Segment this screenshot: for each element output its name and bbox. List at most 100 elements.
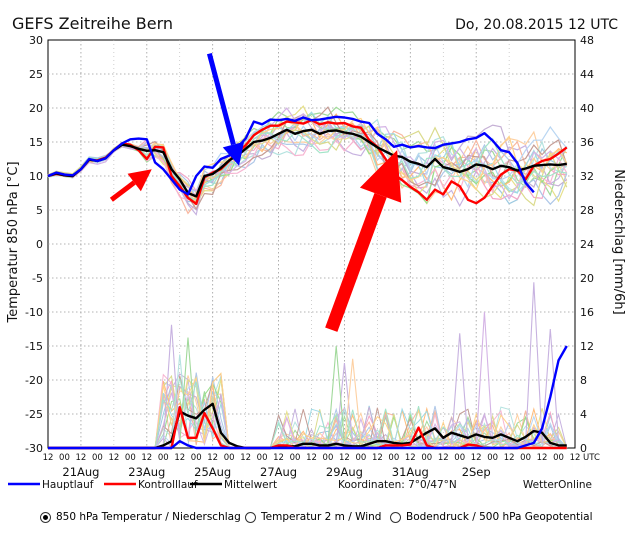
gefs-chart: GEFS Zeitreihe Bern Do, 20.08.2015 12 UT…	[6, 14, 626, 491]
ensemble-precip-spike	[179, 337, 197, 444]
x-hour-label: 12	[207, 453, 218, 463]
radio-temp-2m[interactable]: Temperatur 2 m / Wind	[245, 511, 381, 523]
legend: Hauptlauf Kontrolllauf Mittelwert	[8, 479, 277, 491]
x-date-label: 2Sep	[462, 465, 491, 479]
annotation-arrow-head	[359, 150, 402, 203]
x-hour-label: 12	[504, 453, 515, 463]
annotation-arrow-head	[222, 141, 245, 166]
x-hour-label: 12	[405, 453, 416, 463]
x-hour-label: 00	[290, 453, 301, 463]
x-hour-label: 00	[224, 453, 235, 463]
ensemble-precip-spike	[327, 345, 345, 444]
y-tick-label: 5	[36, 204, 43, 217]
x-hour-label: 12	[372, 453, 383, 463]
x-date-label: 21Aug	[62, 465, 99, 479]
x-date-label: 27Aug	[260, 465, 297, 479]
axis-ticks: 302520151050-5-10-15-20-25-3048444036322…	[25, 34, 600, 479]
y2-axis-label: Niederschlag [mm/6h]	[611, 169, 626, 314]
y2-tick-label: 12	[580, 340, 594, 353]
x-hour-label: 12	[537, 453, 548, 463]
y-tick-label: -10	[25, 306, 43, 319]
legend-label: Mittelwert	[224, 479, 277, 491]
y2-tick-label: 20	[580, 272, 594, 285]
x-hour-label: 00	[59, 453, 70, 463]
x-hour-label: 00	[421, 453, 432, 463]
x-hour-label: 12	[240, 453, 251, 463]
x-hour-label: 12	[76, 453, 87, 463]
x-date-label: 29Aug	[326, 465, 363, 479]
y-axis-label: Temperatur 850 hPa [°C]	[6, 161, 21, 323]
y-tick-label: -30	[25, 442, 43, 455]
x-hour-label: 00	[323, 453, 334, 463]
annotation-arrow-shaft	[206, 52, 236, 146]
y-tick-label: 20	[29, 102, 43, 115]
ensemble-precip-spike	[541, 328, 560, 444]
y2-tick-label: 4	[580, 408, 587, 421]
x-hour-label: 00	[257, 453, 268, 463]
ensemble-precip-spike	[343, 358, 362, 444]
legend-label: Kontrolllauf	[138, 479, 198, 491]
annotation-arrow-shaft	[109, 180, 136, 202]
legend-label: Hauptlauf	[42, 479, 94, 491]
x-hour-label: 00	[125, 453, 136, 463]
brand-text: WetterOnline	[523, 479, 592, 491]
chart-type-selector: 850 hPa Temperatur / Niederschlag Temper…	[0, 505, 630, 533]
x-hour-label: 12	[174, 453, 185, 463]
x-hour-label: 00	[487, 453, 498, 463]
annotation-arrow-shaft	[325, 192, 387, 332]
coords-text: Koordinaten: 7°0/47°N	[338, 479, 457, 491]
y2-tick-label: 8	[580, 374, 587, 387]
y2-tick-label: 24	[580, 238, 594, 251]
x-hour-label: 12	[306, 453, 317, 463]
x-date-label: 23Aug	[128, 465, 165, 479]
radio-empty-icon[interactable]	[390, 511, 401, 523]
y-tick-label: -5	[32, 272, 43, 285]
x-hour-label: 12	[141, 453, 152, 463]
radio-850hpa[interactable]: 850 hPa Temperatur / Niederschlag	[40, 511, 241, 523]
y2-tick-label: 32	[580, 170, 594, 183]
x-hour-label: 00	[355, 453, 366, 463]
chart-title: GEFS Zeitreihe Bern	[12, 14, 173, 33]
y-tick-label: -20	[25, 374, 43, 387]
y-tick-label: 15	[29, 136, 43, 149]
x-hour-label: 12	[108, 453, 119, 463]
hauptlauf-precip-line	[48, 345, 568, 450]
x-hour-label: 00	[520, 453, 531, 463]
ensemble-precip-spike	[475, 311, 494, 444]
x-hour-label: 12	[471, 453, 482, 463]
x-hour-label: 00	[553, 453, 564, 463]
series-lines	[47, 115, 568, 450]
chart-date: Do, 20.08.2015 12 UTC	[455, 17, 618, 33]
ensemble-precip-spike	[450, 333, 469, 444]
y-tick-label: 30	[29, 34, 43, 47]
ensemble-precip-spike	[525, 282, 543, 444]
y-tick-label: -25	[25, 408, 43, 421]
y-tick-label: 0	[36, 238, 43, 251]
x-date-label: 31Aug	[392, 465, 429, 479]
x-hour-label: 00	[191, 453, 202, 463]
mittelwert-temp-line	[47, 128, 567, 198]
x-hour-label: 12	[273, 453, 284, 463]
y2-tick-label: 28	[580, 204, 594, 217]
y2-tick-label: 16	[580, 306, 594, 319]
y2-tick-label: 36	[580, 136, 594, 149]
x-hour-label: 00	[158, 453, 169, 463]
annotation-arrow-head	[127, 169, 152, 192]
radio-selected-icon[interactable]	[40, 511, 51, 523]
y2-tick-label: 48	[580, 34, 594, 47]
radio-empty-icon[interactable]	[245, 511, 256, 523]
radio-bodendruck[interactable]: Bodendruck / 500 hPa Geopotential	[390, 511, 593, 523]
x-hour-label: 12	[339, 453, 350, 463]
hauptlauf-temp-line	[47, 115, 535, 196]
ensemble-precip-spike	[162, 324, 181, 444]
x-hour-label: 00	[454, 453, 465, 463]
annotation-arrows	[109, 52, 402, 332]
y-tick-label: 10	[29, 170, 43, 183]
radio-label: Bodendruck / 500 hPa Geopotential	[406, 511, 593, 523]
ensemble-precip-spike	[170, 354, 189, 444]
y2-tick-label: 44	[580, 68, 594, 81]
radio-label: Temperatur 2 m / Wind	[261, 511, 382, 523]
x-hour-label: UTC	[583, 453, 600, 463]
x-hour-label: 12	[438, 453, 449, 463]
x-hour-label: 12	[43, 453, 54, 463]
